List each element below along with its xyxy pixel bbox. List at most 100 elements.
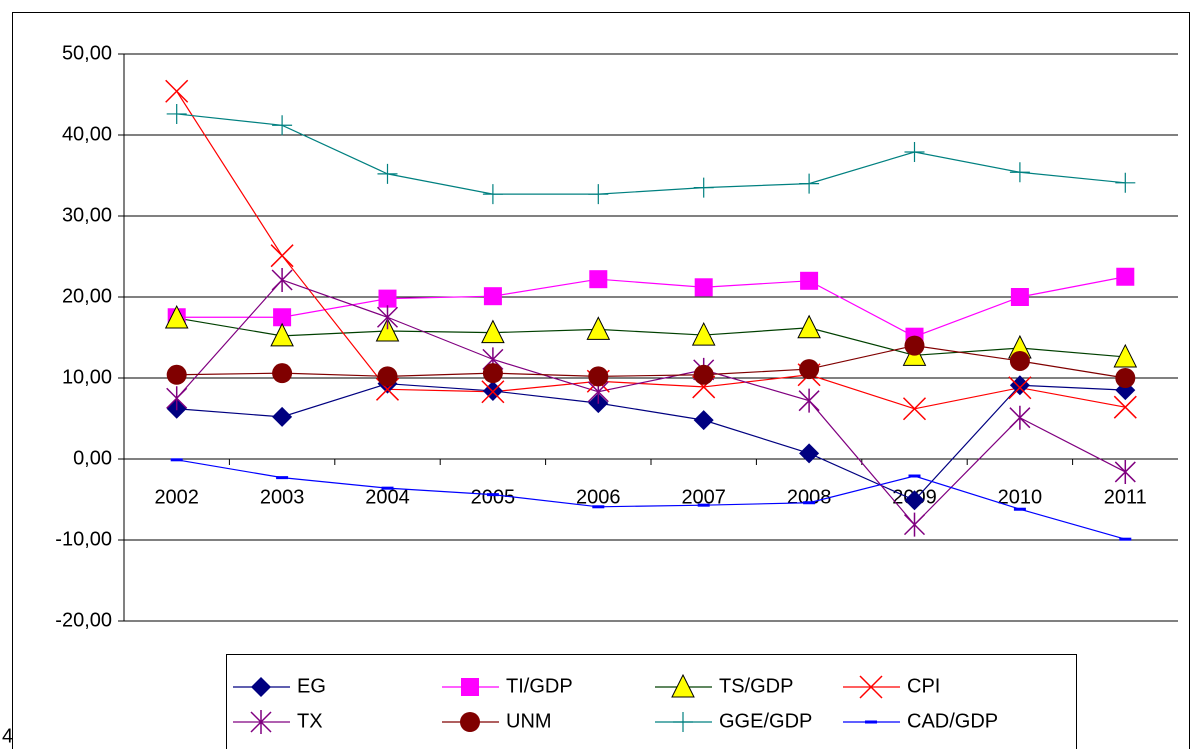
marker [482,184,503,205]
marker [908,474,921,478]
marker [902,397,927,421]
y-tick-label: 40,00 [62,123,112,145]
y-tick-label: 0,00 [73,447,112,469]
corner-text: 4 [2,725,13,747]
y-tick-label: -20,00 [55,609,112,631]
marker [697,503,710,507]
marker [1119,537,1132,541]
marker [276,476,289,480]
marker [166,386,188,411]
marker [378,289,397,308]
legend-marker [673,712,693,732]
marker [693,177,714,198]
marker [797,314,821,339]
x-tick-label: 2007 [681,486,726,508]
y-tick-label: 10,00 [62,366,112,388]
legend-label: TX [297,710,323,732]
legend-marker [461,678,479,696]
marker [803,501,816,505]
marker [381,486,394,490]
marker [166,103,187,124]
series-line [176,383,1126,502]
x-tick-label: 2006 [576,486,621,508]
marker [483,287,502,306]
x-tick-label: 2003 [260,486,305,508]
marker [1008,376,1032,400]
legend-marker [460,712,480,732]
marker [904,490,925,511]
marker [1115,368,1136,388]
marker [481,319,505,344]
legend-label: TS/GDP [719,675,793,697]
marker [1013,507,1026,511]
marker [1113,395,1137,419]
marker [1009,350,1030,371]
y-tick-label: 30,00 [62,204,112,226]
marker [376,305,399,330]
marker [165,79,189,103]
legend-label: UNM [506,710,552,732]
marker [588,184,609,205]
x-tick-label: 2011 [1104,486,1147,508]
marker [694,278,713,297]
legend-label: GGE/GDP [719,710,812,732]
marker [1113,343,1138,368]
marker [1009,162,1030,183]
marker [273,308,292,327]
legend-marker [250,710,272,734]
x-tick-label: 2002 [154,486,199,508]
marker [799,359,820,380]
marker [272,406,293,427]
legend-marker [865,720,877,724]
marker [270,244,294,268]
series-line [176,113,1126,195]
marker [904,142,925,163]
marker [272,115,293,136]
marker [1116,267,1135,286]
marker [377,163,398,184]
series-line [176,90,1126,410]
legend-marker [859,675,883,699]
marker [1114,459,1136,484]
legend-label: EG [297,675,326,697]
chart-frame [12,12,1190,749]
marker [271,267,293,292]
marker [486,493,499,497]
marker [798,388,820,413]
marker [799,443,820,464]
series-line [176,276,1126,338]
marker [166,364,187,385]
marker [482,363,503,384]
marker [375,317,400,342]
marker [170,458,183,462]
marker [800,271,819,290]
marker [586,316,611,340]
marker [693,364,714,385]
marker [377,366,398,387]
marker [904,335,925,356]
x-tick-label: 2010 [998,486,1043,508]
marker [589,270,608,289]
legend-label: CPI [907,675,940,697]
marker [903,512,926,537]
legend-marker [251,677,271,697]
marker [1010,288,1029,306]
marker [693,410,714,431]
x-tick-label: 2004 [365,486,410,508]
marker [588,366,609,387]
y-tick-label: 50,00 [62,42,112,64]
marker [1115,172,1136,193]
x-tick-label: 2008 [787,486,832,508]
x-tick-label: 2005 [471,486,516,508]
marker [481,380,505,404]
series-line [176,344,1126,379]
series-line [176,459,1126,540]
y-tick-label: 20,00 [62,285,112,307]
y-tick-label: -10,00 [55,528,112,550]
marker [592,505,605,509]
legend-label: TI/GDP [506,675,573,697]
marker [270,322,294,347]
marker [164,304,189,329]
marker [1009,405,1031,430]
